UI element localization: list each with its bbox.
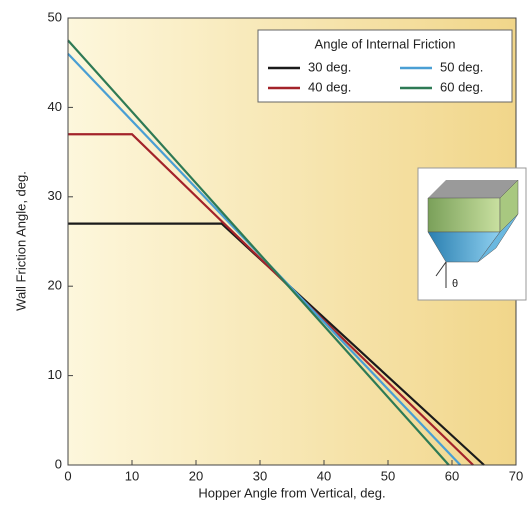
x-tick-label: 20 — [189, 468, 203, 483]
y-tick-label: 0 — [55, 456, 62, 471]
legend-title: Angle of Internal Friction — [315, 36, 456, 51]
legend-box — [257, 29, 513, 103]
x-tick-label: 40 — [317, 468, 331, 483]
series-line — [68, 133, 474, 466]
x-tick-label: 50 — [381, 468, 395, 483]
y-tick-label: 20 — [48, 278, 62, 293]
x-tick-label: 0 — [64, 468, 71, 483]
y-axis-label: Wall Friction Angle, deg. — [13, 171, 28, 311]
hopper-top — [428, 180, 518, 198]
legend-label: 30 deg. — [308, 59, 351, 74]
y-tick-label: 50 — [48, 9, 62, 24]
y-tick-label: 40 — [48, 99, 62, 114]
y-tick-label: 30 — [48, 188, 62, 203]
series-line — [68, 222, 485, 466]
legend: Angle of Internal Friction 30 deg. 40 deg… — [257, 29, 513, 103]
legend-label: 50 deg. — [440, 59, 483, 74]
x-tick-label: 70 — [509, 468, 523, 483]
y-tick-label: 10 — [48, 367, 62, 382]
x-tick-label: 10 — [125, 468, 139, 483]
x-tick-label: 30 — [253, 468, 267, 483]
hopper-cone-side — [477, 213, 519, 263]
legend-label: 60 deg. — [440, 79, 483, 94]
angle-label: θ — [452, 278, 458, 290]
inset: θ — [417, 167, 527, 301]
legend-label: 40 deg. — [308, 79, 351, 94]
angle-line — [435, 261, 447, 277]
x-axis-label: Hopper Angle from Vertical, deg. — [198, 485, 385, 500]
x-tick-label: 60 — [445, 468, 459, 483]
hopper-front — [427, 197, 501, 233]
series-line — [67, 39, 450, 466]
